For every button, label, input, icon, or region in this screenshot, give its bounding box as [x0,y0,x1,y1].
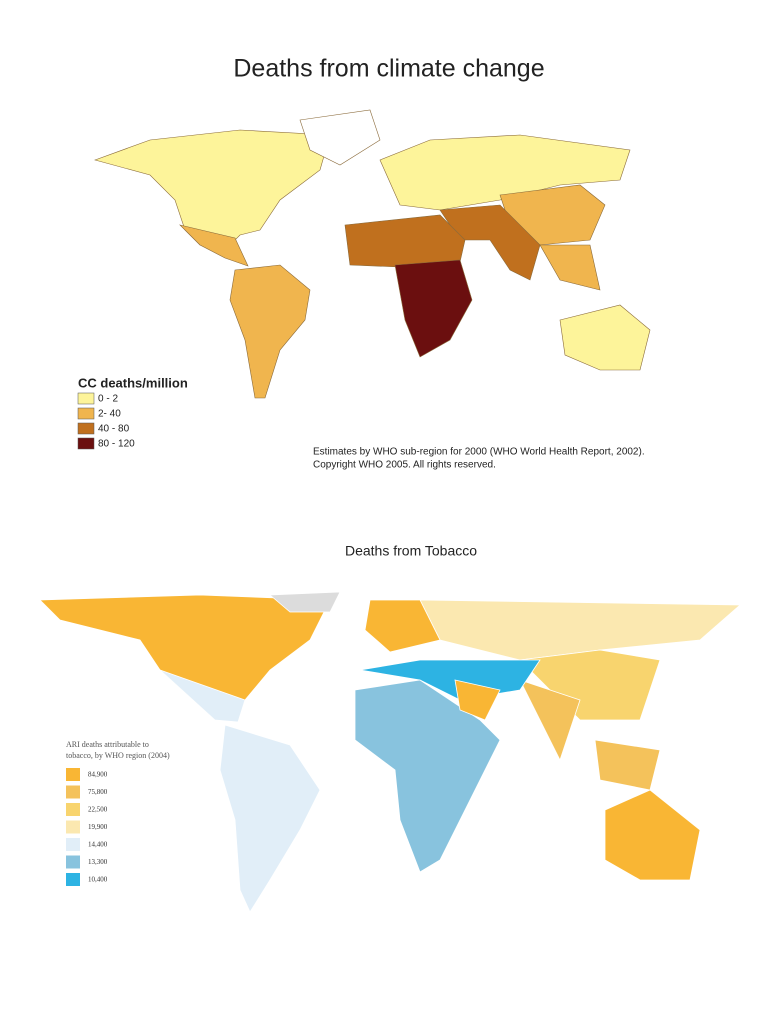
legend-swatch [77,422,95,435]
region [519,649,661,721]
legend-title: CC deaths/million [78,375,188,390]
region [94,129,331,251]
legend-label: 22,500 [88,806,108,814]
legend-label: 80 - 120 [98,439,135,450]
region [519,679,581,762]
legend-swatch [77,407,95,420]
legend-swatch [66,873,80,886]
region [419,599,742,661]
legend-label: 0 - 2 [98,394,118,405]
legend-swatch [66,768,80,781]
legend-swatch [77,392,95,405]
region [299,109,381,166]
legend-label: 19,900 [88,823,108,831]
climate-map [94,109,651,399]
region [454,679,501,721]
region [539,244,601,291]
legend-label: 10,400 [88,876,108,884]
note: Estimates by WHO sub-region for 2000 (WH… [313,447,645,458]
map-title: Deaths from climate change [233,55,544,83]
region [379,134,631,211]
region [394,259,473,358]
region [268,591,341,613]
region [219,724,321,913]
legend-label: 75,800 [88,788,108,796]
map-title: Deaths from Tobacco [345,543,477,559]
legend-label: 2- 40 [98,409,121,420]
legend: 84,900 75,800 22,500 19,900 14,400 13,300 10,4… [66,768,108,886]
region [344,214,466,268]
region [364,599,441,653]
region [559,304,651,371]
region [594,739,661,791]
legend-title: tobacco, by WHO region (2004) [66,751,170,760]
legend: 0 - 2 2- 40 40 - 80 80 - 120 [77,392,135,450]
tobacco-map [39,591,742,913]
region [179,224,249,267]
region [604,789,701,881]
legend-swatch [66,855,80,869]
legend-label: 13,300 [88,858,108,866]
legend-label: 84,900 [88,771,108,779]
legend-label: 40 - 80 [98,424,130,435]
legend-swatch [66,785,80,799]
legend-swatch [77,437,95,450]
region [159,669,246,723]
legend-swatch [66,838,80,851]
legend-title: ARI deaths attributable to [66,740,149,749]
region [229,264,311,399]
legend-swatch [66,803,80,816]
legend-label: 14,400 [88,841,108,849]
note: Copyright WHO 2005. All rights reserved. [313,460,496,471]
legend-swatch [66,820,80,834]
